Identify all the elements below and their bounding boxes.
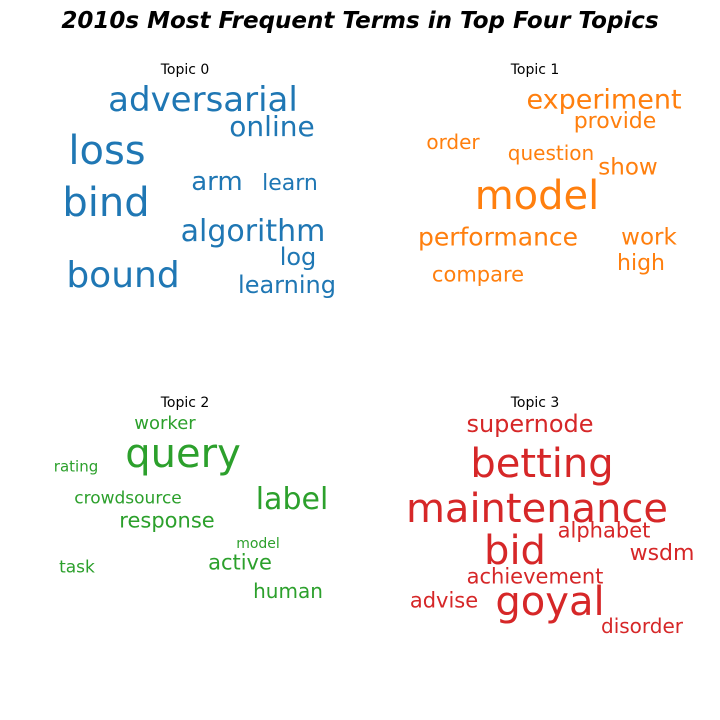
word-algorithm: algorithm [180,214,326,249]
word-worker: worker [134,413,196,434]
word-log: log [279,243,317,271]
word-advise: advise [409,588,479,613]
word-active: active [208,550,272,575]
word-query: query [125,431,241,477]
word-compare: compare [431,262,525,287]
wordcloud-panel-3: Topic 3 supernode betting maintenance alphab… [365,393,705,703]
word-bound: bound [66,255,180,296]
word-question: question [507,141,595,165]
word-goyal: goyal [495,579,605,625]
word-model: model [236,536,280,552]
word-performance: performance [417,222,579,252]
word-learn: learn [262,171,318,196]
word-maintenance: maintenance [405,486,669,532]
wordcloud-panel-0: Topic 0 adversarial loss online bind arm learn… [15,60,355,370]
word-order: order [426,130,480,154]
word-betting: betting [470,441,614,487]
panel-title: Topic 2 [160,395,210,411]
chart-title: 2010s Most Frequent Terms in Top Four To… [61,8,659,34]
word-human: human [253,579,323,603]
word-show: show [598,154,658,181]
word-supernode: supernode [466,410,594,438]
word-experiment: experiment [526,84,682,116]
word-model: model [474,173,600,219]
word-label: label [255,482,329,517]
word-wsdm: wsdm [629,541,695,566]
word-rating: rating [53,457,99,476]
panel-title: Topic 0 [160,62,210,78]
word-learning: learning [238,271,336,299]
panel-title: Topic 3 [510,395,560,411]
word-response: response [119,508,215,533]
wordcloud-panel-2: Topic 2 worker query rating label crowdsource… [15,393,355,703]
wordcloud-panel-1: Topic 1 experiment provide order question sho… [365,60,705,370]
word-disorder: disorder [600,614,684,638]
word-online: online [229,110,315,143]
word-crowdsource: crowdsource [74,488,182,509]
word-high: high [617,251,665,276]
word-work: work [621,224,677,251]
word-alphabet: alphabet [557,518,651,543]
word-loss: loss [68,128,146,174]
word-achievement: achievement [466,564,604,589]
word-task: task [59,557,95,578]
word-bind: bind [62,180,150,226]
word-bid: bid [484,528,546,574]
word-provide: provide [573,109,657,134]
word-arm: arm [191,167,243,197]
word-adversarial: adversarial [108,80,298,120]
panel-title: Topic 1 [510,62,560,78]
